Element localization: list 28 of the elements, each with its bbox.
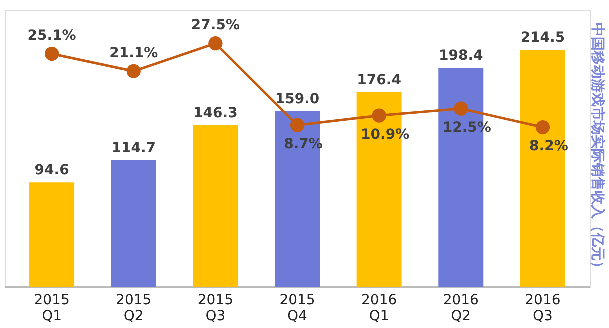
- data-label: 198.4: [438, 48, 484, 64]
- x-tick-label: 2016 Q3: [525, 292, 561, 324]
- data-label: 27.5%: [191, 18, 240, 34]
- data-label: 21.1%: [110, 45, 158, 62]
- data-label: 146.3: [194, 106, 238, 122]
- x-tick-label: 2015 Q1: [34, 292, 70, 324]
- data-label: 114.7: [112, 140, 156, 156]
- data-label: 25.1%: [28, 28, 76, 44]
- x-tick-label: 2015 Q2: [116, 292, 152, 324]
- y2-axis-title: 中国移动游戏市场实际销售收入（亿元）: [590, 23, 606, 275]
- bar: [193, 126, 238, 287]
- point: [44, 46, 60, 62]
- point: [372, 108, 386, 123]
- data-label: 176.4: [357, 72, 402, 88]
- bar: [30, 182, 75, 287]
- point: [290, 118, 305, 132]
- point: [208, 36, 223, 51]
- x-tick-label: 2016 Q1: [362, 292, 398, 324]
- x-tick-label: 2015 Q4: [280, 292, 316, 324]
- data-label: 159.0: [275, 92, 320, 108]
- bar: [111, 160, 156, 287]
- point: [454, 102, 468, 116]
- x-tick-label: 2016 Q2: [443, 292, 480, 324]
- x-tick-label: 2015 Q3: [198, 292, 234, 324]
- data-label: 94.6: [34, 162, 70, 179]
- point: [126, 64, 141, 78]
- data-label: 214.5: [520, 30, 566, 46]
- point: [536, 120, 550, 135]
